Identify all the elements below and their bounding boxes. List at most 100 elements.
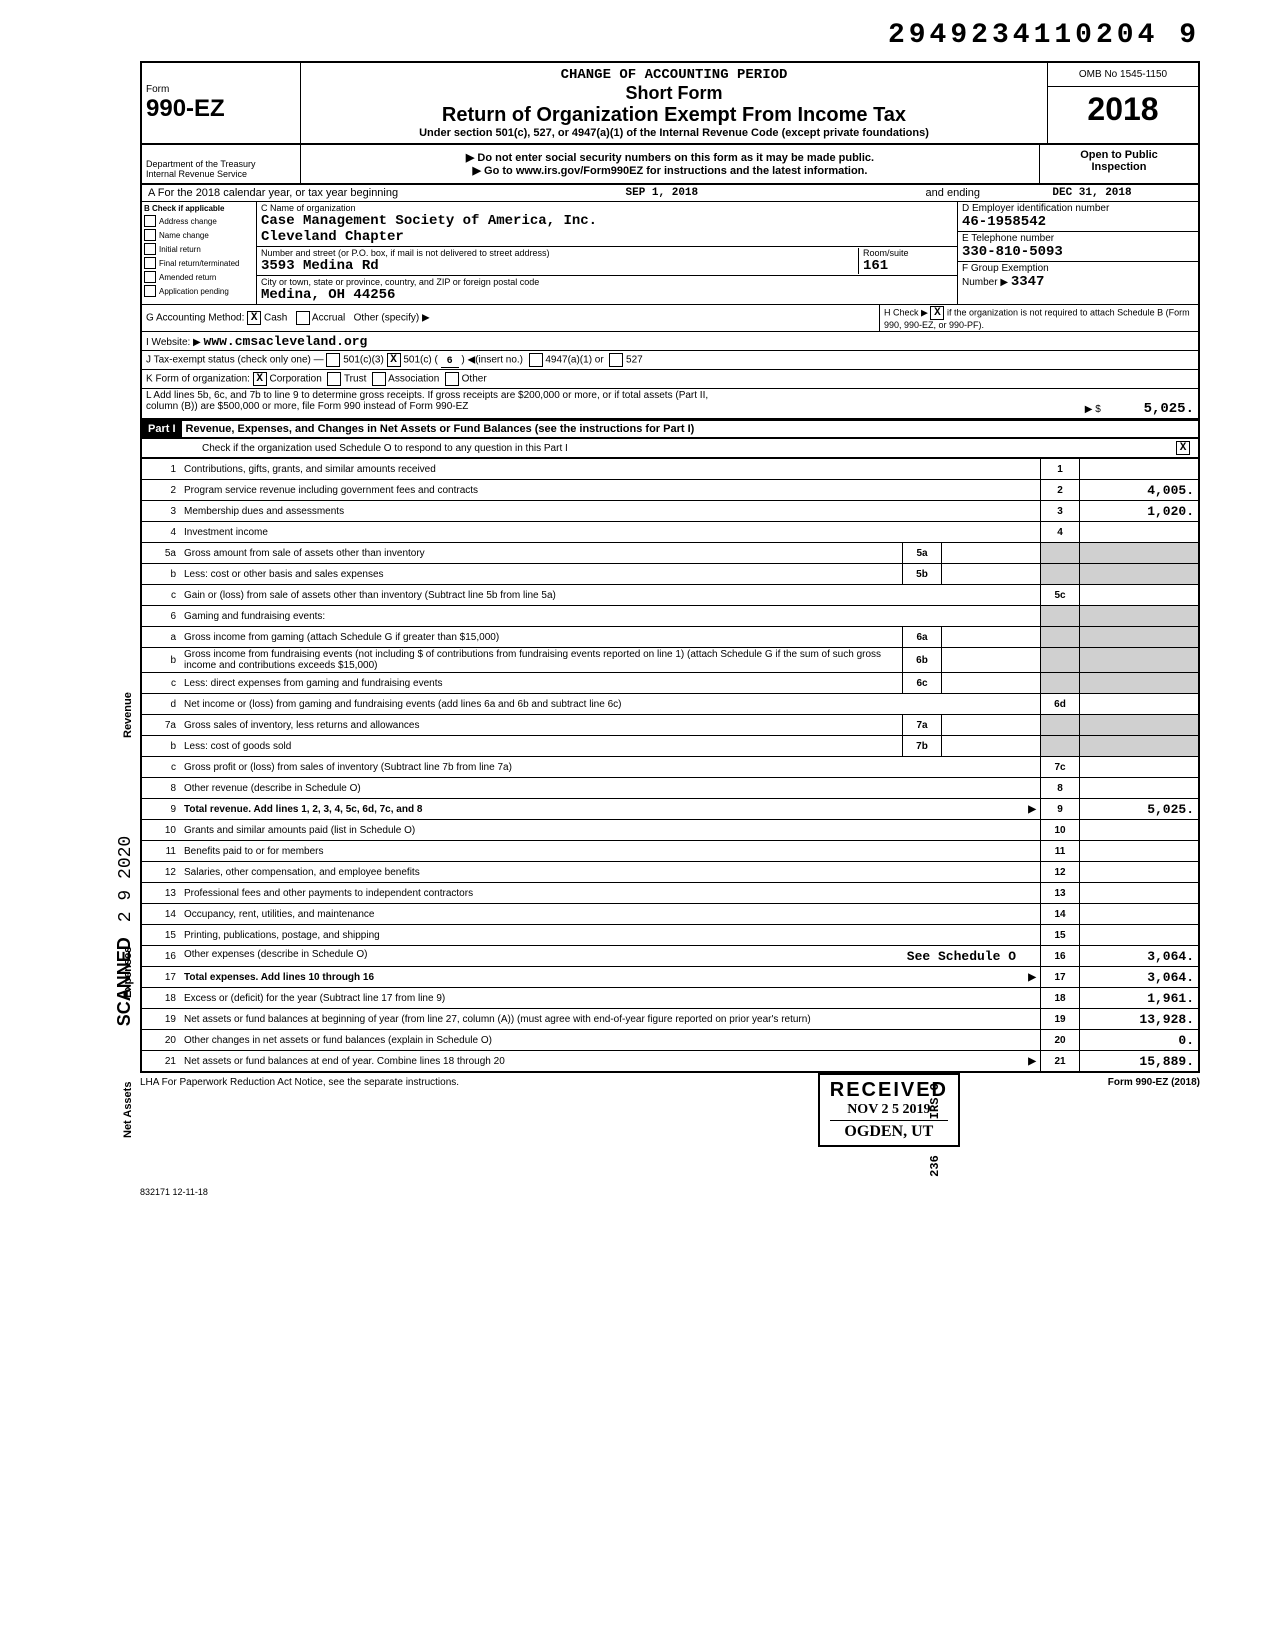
check-527[interactable] — [609, 353, 623, 367]
check-association[interactable] — [372, 372, 386, 386]
table-row: 1Contributions, gifts, grants, and simil… — [141, 459, 1199, 480]
table-row: 16Other expenses (describe in Schedule O… — [141, 946, 1199, 967]
mid-line-number: 6a — [903, 627, 942, 648]
table-row: 9Total revenue. Add lines 1, 2, 3, 4, 5c… — [141, 799, 1199, 820]
shaded-cell — [1041, 715, 1080, 736]
open-cell: Open to Public Inspection — [1039, 145, 1198, 183]
line-description: Grants and similar amounts paid (list in… — [180, 820, 1041, 841]
b-header: B Check if applicable — [144, 204, 254, 213]
ssn-warning: ▶ Do not enter social security numbers o… — [307, 151, 1033, 164]
footer-code: 832171 12-11-18 — [140, 1187, 1200, 1197]
line-description: Net assets or fund balances at end of ye… — [180, 1051, 1041, 1073]
line-description: Contributions, gifts, grants, and simila… — [180, 459, 1041, 480]
shaded-cell — [1041, 736, 1080, 757]
right-line-number: 2 — [1041, 480, 1080, 501]
i-label: I Website: ▶ — [146, 337, 201, 348]
right-line-number: 17 — [1041, 967, 1080, 988]
amount — [1080, 778, 1200, 799]
h-label: H Check ▶ — [884, 307, 928, 317]
line-number: 15 — [141, 925, 180, 946]
line-description: Total expenses. Add lines 10 through 16▶ — [180, 967, 1041, 988]
short-form: Short Form — [309, 83, 1039, 104]
check-final-return[interactable]: Final return/terminated — [144, 257, 254, 269]
amount: 1,020. — [1080, 501, 1200, 522]
table-row: aGross income from gaming (attach Schedu… — [141, 627, 1199, 648]
table-row: 11Benefits paid to or for members11 — [141, 841, 1199, 862]
part1-check-row: Check if the organization used Schedule … — [140, 439, 1200, 458]
group-exemption-number: 3347 — [1011, 274, 1045, 290]
mid-amount — [942, 673, 1041, 694]
mid-line-number: 5b — [903, 564, 942, 585]
right-line-number: 8 — [1041, 778, 1080, 799]
line-number: 20 — [141, 1030, 180, 1051]
line-description: Net assets or fund balances at beginning… — [180, 1009, 1041, 1030]
check-other-org[interactable] — [445, 372, 459, 386]
line-j-row: J Tax-exempt status (check only one) — 5… — [140, 351, 1200, 370]
amount — [1080, 459, 1200, 480]
line-number: 13 — [141, 883, 180, 904]
line-description: Gross income from fundraising events (no… — [180, 648, 903, 673]
gross-receipts: 5,025. — [1144, 401, 1194, 417]
table-row: bLess: cost or other basis and sales exp… — [141, 564, 1199, 585]
check-initial-return[interactable]: Initial return — [144, 243, 254, 255]
check-trust[interactable] — [327, 372, 341, 386]
addr-label: Number and street (or P.O. box, if mail … — [261, 248, 858, 258]
line-description: Other expenses (describe in Schedule O)S… — [180, 946, 1041, 967]
amount: 13,928. — [1080, 1009, 1200, 1030]
table-row: 10Grants and similar amounts paid (list … — [141, 820, 1199, 841]
check-name-change[interactable]: Name change — [144, 229, 254, 241]
shaded-cell — [1041, 627, 1080, 648]
right-line-number: 12 — [1041, 862, 1080, 883]
check-application-pending[interactable]: Application pending — [144, 285, 254, 297]
table-row: dNet income or (loss) from gaming and fu… — [141, 694, 1199, 715]
amount: 1,961. — [1080, 988, 1200, 1009]
check-amended-return[interactable]: Amended return — [144, 271, 254, 283]
form-prefix: Form — [146, 84, 296, 95]
table-row: 7aGross sales of inventory, less returns… — [141, 715, 1199, 736]
check-cash[interactable]: X — [247, 311, 261, 325]
check-corporation[interactable]: X — [253, 372, 267, 386]
line-description: Occupancy, rent, utilities, and maintena… — [180, 904, 1041, 925]
schedule-o-check-text: Check if the organization used Schedule … — [202, 443, 568, 454]
check-h[interactable]: X — [930, 306, 944, 320]
right-line-number: 9 — [1041, 799, 1080, 820]
line-number: 16 — [141, 946, 180, 967]
line-number: 11 — [141, 841, 180, 862]
open-public: Open to Public — [1044, 149, 1194, 161]
right-line-number: 13 — [1041, 883, 1080, 904]
amount — [1080, 585, 1200, 606]
f-num-label: Number ▶ — [962, 277, 1008, 288]
line-number: b — [141, 648, 180, 673]
title-cell: CHANGE OF ACCOUNTING PERIOD Short Form R… — [301, 63, 1047, 143]
line-number: 6 — [141, 606, 180, 627]
amount: 4,005. — [1080, 480, 1200, 501]
header-row: Form 990-EZ CHANGE OF ACCOUNTING PERIOD … — [140, 61, 1200, 145]
amount: 3,064. — [1080, 946, 1200, 967]
check-address-change[interactable]: Address change — [144, 215, 254, 227]
amount — [1080, 925, 1200, 946]
amount: 0. — [1080, 1030, 1200, 1051]
check-4947[interactable] — [529, 353, 543, 367]
goto-url: ▶ Go to www.irs.gov/Form990EZ for instru… — [307, 164, 1033, 177]
omb-number: OMB No 1545-1150 — [1048, 63, 1198, 87]
check-501c[interactable]: X — [387, 353, 401, 367]
c-label: C Name of organization — [261, 203, 953, 213]
mid-line-number: 7b — [903, 736, 942, 757]
right-line-number: 14 — [1041, 904, 1080, 925]
table-row: 15Printing, publications, postage, and s… — [141, 925, 1199, 946]
check-501c3[interactable] — [326, 353, 340, 367]
line-number: 8 — [141, 778, 180, 799]
right-line-number: 10 — [1041, 820, 1080, 841]
check-schedule-o[interactable]: X — [1176, 441, 1190, 455]
room-label: Room/suite — [863, 248, 953, 258]
line-description: Gross sales of inventory, less returns a… — [180, 715, 903, 736]
amount — [1080, 522, 1200, 543]
website: www.cmsacleveland.org — [204, 334, 368, 349]
right-line-number: 3 — [1041, 501, 1080, 522]
street-address: 3593 Medina Rd — [261, 258, 858, 274]
table-row: 8Other revenue (describe in Schedule O)8 — [141, 778, 1199, 799]
mid-line-number: 5a — [903, 543, 942, 564]
l-line1: L Add lines 5b, 6c, and 7b to line 9 to … — [146, 390, 1194, 401]
table-row: bGross income from fundraising events (n… — [141, 648, 1199, 673]
check-accrual[interactable] — [296, 311, 310, 325]
